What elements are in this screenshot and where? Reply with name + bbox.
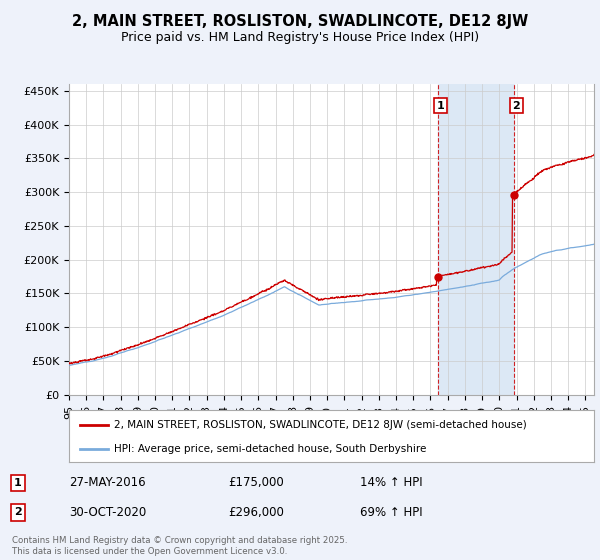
Text: £296,000: £296,000: [228, 506, 284, 519]
Bar: [438, 84, 514, 395]
Text: 1: 1: [436, 101, 444, 111]
Text: 2: 2: [512, 101, 520, 111]
Text: 27-MAY-2016: 27-MAY-2016: [69, 476, 146, 489]
Text: HPI: Average price, semi-detached house, South Derbyshire: HPI: Average price, semi-detached house,…: [113, 444, 426, 454]
Text: 2: 2: [14, 507, 22, 517]
Text: 1: 1: [14, 478, 22, 488]
Text: 69% ↑ HPI: 69% ↑ HPI: [360, 506, 422, 519]
Text: 2, MAIN STREET, ROSLISTON, SWADLINCOTE, DE12 8JW: 2, MAIN STREET, ROSLISTON, SWADLINCOTE, …: [72, 14, 528, 29]
Text: 14% ↑ HPI: 14% ↑ HPI: [360, 476, 422, 489]
Text: 30-OCT-2020: 30-OCT-2020: [69, 506, 146, 519]
Text: £175,000: £175,000: [228, 476, 284, 489]
Text: Contains HM Land Registry data © Crown copyright and database right 2025.
This d: Contains HM Land Registry data © Crown c…: [12, 536, 347, 556]
Text: Price paid vs. HM Land Registry's House Price Index (HPI): Price paid vs. HM Land Registry's House …: [121, 31, 479, 44]
Text: 2, MAIN STREET, ROSLISTON, SWADLINCOTE, DE12 8JW (semi-detached house): 2, MAIN STREET, ROSLISTON, SWADLINCOTE, …: [113, 420, 526, 430]
